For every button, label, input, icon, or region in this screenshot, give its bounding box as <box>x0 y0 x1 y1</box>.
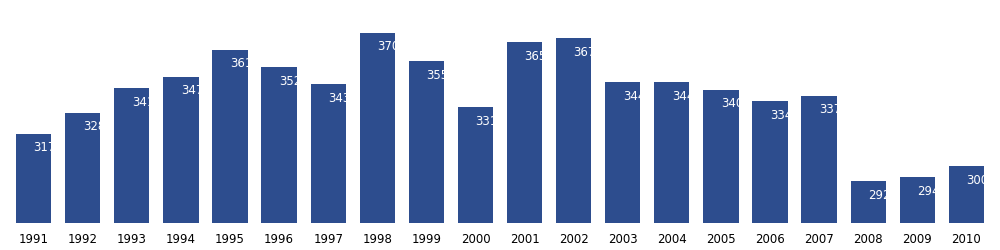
Bar <box>703 90 739 250</box>
Bar <box>311 84 346 250</box>
Bar <box>507 42 542 250</box>
Bar <box>163 76 199 250</box>
Bar <box>801 96 837 250</box>
Text: 328: 328 <box>83 120 105 133</box>
Bar <box>654 82 689 250</box>
Text: 355: 355 <box>426 69 448 82</box>
Text: 370: 370 <box>377 40 400 53</box>
Text: 341: 341 <box>132 96 154 108</box>
Text: 347: 347 <box>181 84 203 97</box>
Text: 334: 334 <box>770 109 792 122</box>
Bar <box>16 134 51 250</box>
Text: 344: 344 <box>623 90 645 103</box>
Bar <box>949 166 984 250</box>
Text: 367: 367 <box>574 46 596 59</box>
Text: 361: 361 <box>230 58 252 70</box>
Text: 352: 352 <box>279 74 301 88</box>
Text: 300: 300 <box>966 174 989 186</box>
Text: 294: 294 <box>917 185 940 198</box>
Bar <box>458 107 493 250</box>
Bar <box>605 82 640 250</box>
Text: 343: 343 <box>328 92 350 105</box>
Bar <box>851 181 886 250</box>
Text: 344: 344 <box>672 90 694 103</box>
Bar <box>261 67 297 250</box>
Text: 331: 331 <box>475 114 498 128</box>
Bar <box>556 38 591 250</box>
Bar <box>360 33 395 250</box>
Bar <box>65 113 100 250</box>
Bar <box>114 88 149 250</box>
Bar <box>409 61 444 250</box>
Bar <box>900 178 935 250</box>
Bar <box>212 50 248 250</box>
Text: 337: 337 <box>819 103 841 116</box>
Text: 365: 365 <box>525 50 547 63</box>
Bar <box>752 101 788 250</box>
Text: 317: 317 <box>34 141 56 154</box>
Text: 340: 340 <box>721 98 743 110</box>
Text: 292: 292 <box>868 189 891 202</box>
